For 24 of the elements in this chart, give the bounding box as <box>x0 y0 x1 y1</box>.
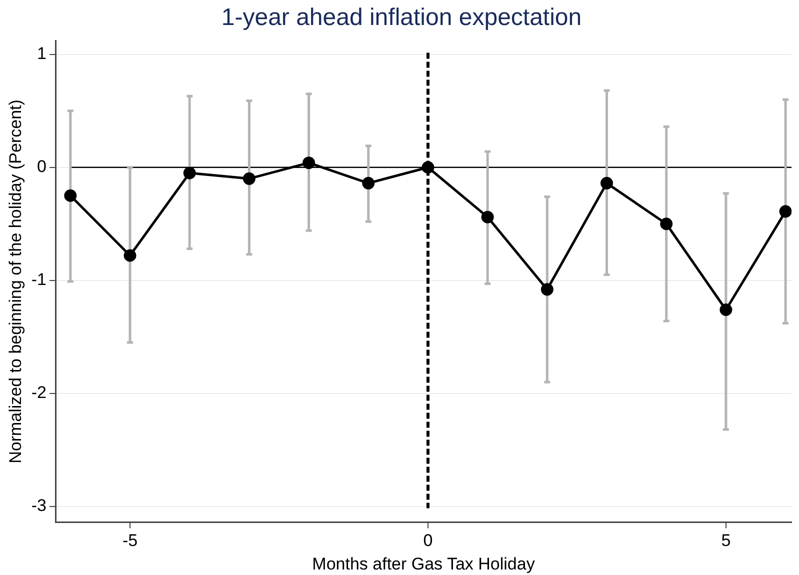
y-tick-label: -1 <box>31 270 47 290</box>
point <box>481 210 494 224</box>
point <box>422 161 434 174</box>
point <box>183 166 196 180</box>
y-tick-label: -3 <box>31 496 47 516</box>
point <box>540 283 554 296</box>
x-tick-label: 0 <box>423 531 433 550</box>
point <box>660 218 673 230</box>
chart-title: 1-year ahead inflation expectation <box>221 4 582 32</box>
y-axis-title: Normalized to beginning of the holiday (Percent) <box>6 100 25 464</box>
point <box>302 156 316 170</box>
point <box>64 189 77 202</box>
point <box>362 176 375 190</box>
point <box>124 249 136 262</box>
x-tick-label: 5 <box>721 531 731 550</box>
x-axis-title: Months after Gas Tax Holiday <box>312 554 536 574</box>
point <box>600 176 614 190</box>
point <box>242 172 256 185</box>
x-tick-label: -5 <box>122 531 138 550</box>
point <box>779 205 792 218</box>
y-tick-label: 0 <box>37 157 47 176</box>
y-tick-label: -2 <box>31 383 47 402</box>
y-tick-label: 1 <box>37 44 47 64</box>
point <box>720 304 732 316</box>
